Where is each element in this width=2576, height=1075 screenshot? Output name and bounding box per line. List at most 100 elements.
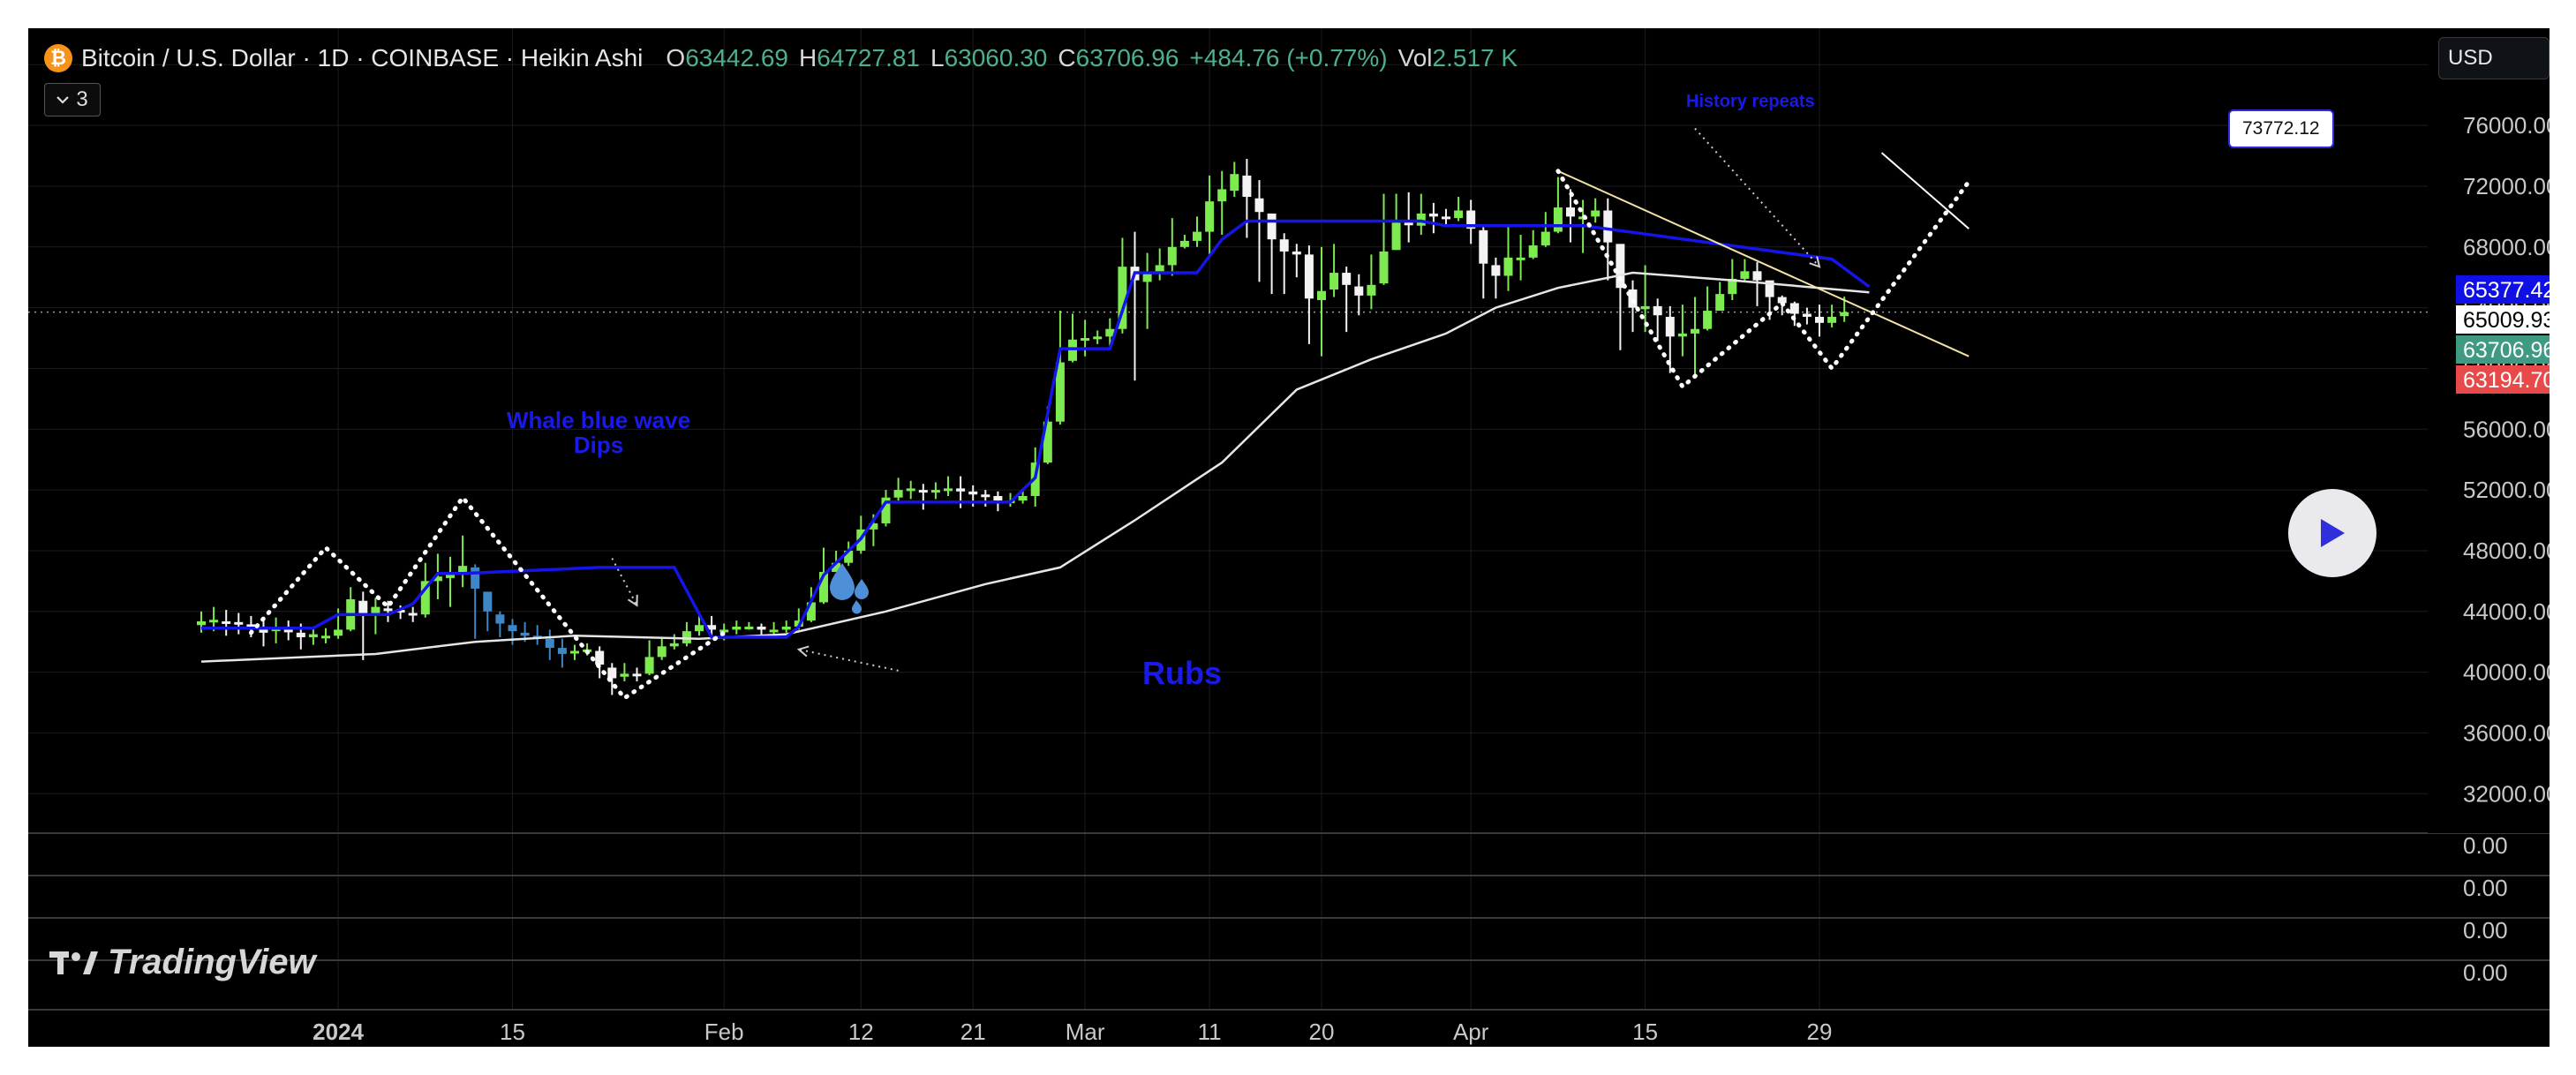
candle-body xyxy=(1491,265,1501,276)
annotation-arrowhead xyxy=(796,645,810,658)
candle-body xyxy=(981,494,990,498)
candle-body xyxy=(1479,229,1488,264)
candle-body xyxy=(1715,294,1725,312)
candle-body xyxy=(420,581,430,615)
moving-average-line xyxy=(200,271,1870,663)
candle-body xyxy=(471,567,480,589)
x-tick-label: 12 xyxy=(848,1019,874,1045)
candle-body xyxy=(1304,254,1314,299)
x-tick-label: 15 xyxy=(1632,1019,1658,1045)
candle-body xyxy=(781,626,791,630)
annotation-arrowhead xyxy=(627,594,638,607)
candle-body xyxy=(1093,336,1103,340)
candle-body xyxy=(1105,328,1115,337)
x-tick-label: 20 xyxy=(1309,1019,1335,1045)
annotation-target-callout[interactable]: 73772.12 xyxy=(2228,109,2334,148)
water-drop-icon xyxy=(830,563,869,614)
candle-body xyxy=(1728,278,1737,295)
candle-body xyxy=(557,648,567,654)
price-badge-bg xyxy=(2456,335,2550,364)
candle-body xyxy=(1267,213,1277,240)
candle-body xyxy=(321,635,330,639)
candle-body xyxy=(1279,239,1289,252)
volume-value: 2.517 K xyxy=(1432,44,1518,71)
descending-trendline xyxy=(1557,169,1970,357)
bitcoin-icon: ₿ xyxy=(44,44,72,72)
candle-body xyxy=(869,522,878,530)
candle-body xyxy=(1254,198,1264,213)
candle-body xyxy=(1466,210,1476,229)
annotation-arrowhead xyxy=(1809,256,1821,268)
candle-body xyxy=(246,624,256,628)
candle-body xyxy=(209,620,219,623)
whale-wave-line xyxy=(201,219,1871,639)
change-value: +484.76 (+0.77%) xyxy=(1189,44,1388,71)
indicators-toggle-button[interactable]: 3 xyxy=(44,83,101,117)
candle-body xyxy=(545,638,554,649)
y-tick-label: 32000.00 xyxy=(2463,780,2550,807)
play-icon xyxy=(2321,519,2345,547)
candle-body xyxy=(1840,312,1849,317)
candle-body xyxy=(395,610,405,613)
symbol-header: ₿ Bitcoin / U.S. Dollar · 1D · COINBASE … xyxy=(44,41,1518,76)
candle-body xyxy=(1193,231,1201,241)
candle-body xyxy=(657,646,667,658)
candle-body xyxy=(844,550,854,563)
candle-body xyxy=(707,625,717,630)
price-axis xyxy=(2428,28,2550,833)
annotation-whale-line2: Dips xyxy=(573,432,624,458)
candle-body xyxy=(632,673,642,677)
pane-value-label: 0.00 xyxy=(2463,917,2508,943)
symbol-title[interactable]: Bitcoin / U.S. Dollar · 1D · COINBASE · … xyxy=(81,44,644,71)
y-tick-label: 72000.00 xyxy=(2463,173,2550,199)
candle-body xyxy=(1603,210,1613,243)
price-badge-label: 65009.93 xyxy=(2463,308,2550,333)
candle-body xyxy=(1528,245,1538,258)
candle-body xyxy=(1553,207,1563,232)
x-tick-label: Mar xyxy=(1066,1019,1105,1045)
candle-body xyxy=(1591,210,1601,217)
candle-body xyxy=(508,625,517,632)
low-value: 63060.30 xyxy=(944,44,1048,71)
candle-body xyxy=(682,631,691,643)
candle-body xyxy=(458,566,468,573)
candle-body xyxy=(234,621,244,625)
y-tick-label: 40000.00 xyxy=(2463,659,2550,686)
x-tick-label: Apr xyxy=(1453,1019,1489,1045)
price-badge-label: 63194.70 xyxy=(2463,368,2550,393)
chart-canvas[interactable]: 2024 15 Feb 12 21 Mar 11 20 Apr 15 29 0.00 0.00 0.00 0… xyxy=(28,28,2550,1047)
candle-body xyxy=(1765,280,1774,297)
y-tick-label: 68000.00 xyxy=(2463,234,2550,260)
candle-body xyxy=(944,488,953,492)
annotation-arrow xyxy=(611,558,638,606)
candle-body xyxy=(1566,207,1575,217)
candle-body xyxy=(433,576,442,582)
candle-body xyxy=(669,643,679,647)
candle-body xyxy=(806,602,816,621)
low-label: L xyxy=(930,44,945,71)
candle-body xyxy=(296,632,305,638)
candle-body xyxy=(1815,316,1824,323)
pattern-dotted-projection xyxy=(1555,169,1971,390)
y-tick-label: 56000.00 xyxy=(2463,416,2550,442)
candle-body xyxy=(1665,316,1675,337)
candle-body xyxy=(1827,316,1837,323)
candle-body xyxy=(1677,333,1687,337)
candle-body xyxy=(1777,297,1787,304)
candle-body xyxy=(819,572,828,603)
candle-body xyxy=(968,491,978,495)
currency-selector[interactable]: USD xyxy=(2438,37,2550,79)
candle-body xyxy=(1616,244,1625,289)
x-tick-label: 15 xyxy=(500,1019,525,1045)
indicator-count: 3 xyxy=(76,87,88,111)
candle-body xyxy=(1802,313,1811,317)
annotation-rubs: Rubs xyxy=(1142,655,1222,691)
candle-body xyxy=(1167,246,1177,266)
candle-body xyxy=(283,629,293,633)
candle-body xyxy=(1391,222,1401,251)
candle-body xyxy=(1043,421,1052,463)
candle-body xyxy=(732,626,742,630)
tradingview-logo-text: TradingView xyxy=(108,943,316,981)
replay-play-button[interactable] xyxy=(2288,489,2376,577)
candle-body xyxy=(719,629,729,633)
